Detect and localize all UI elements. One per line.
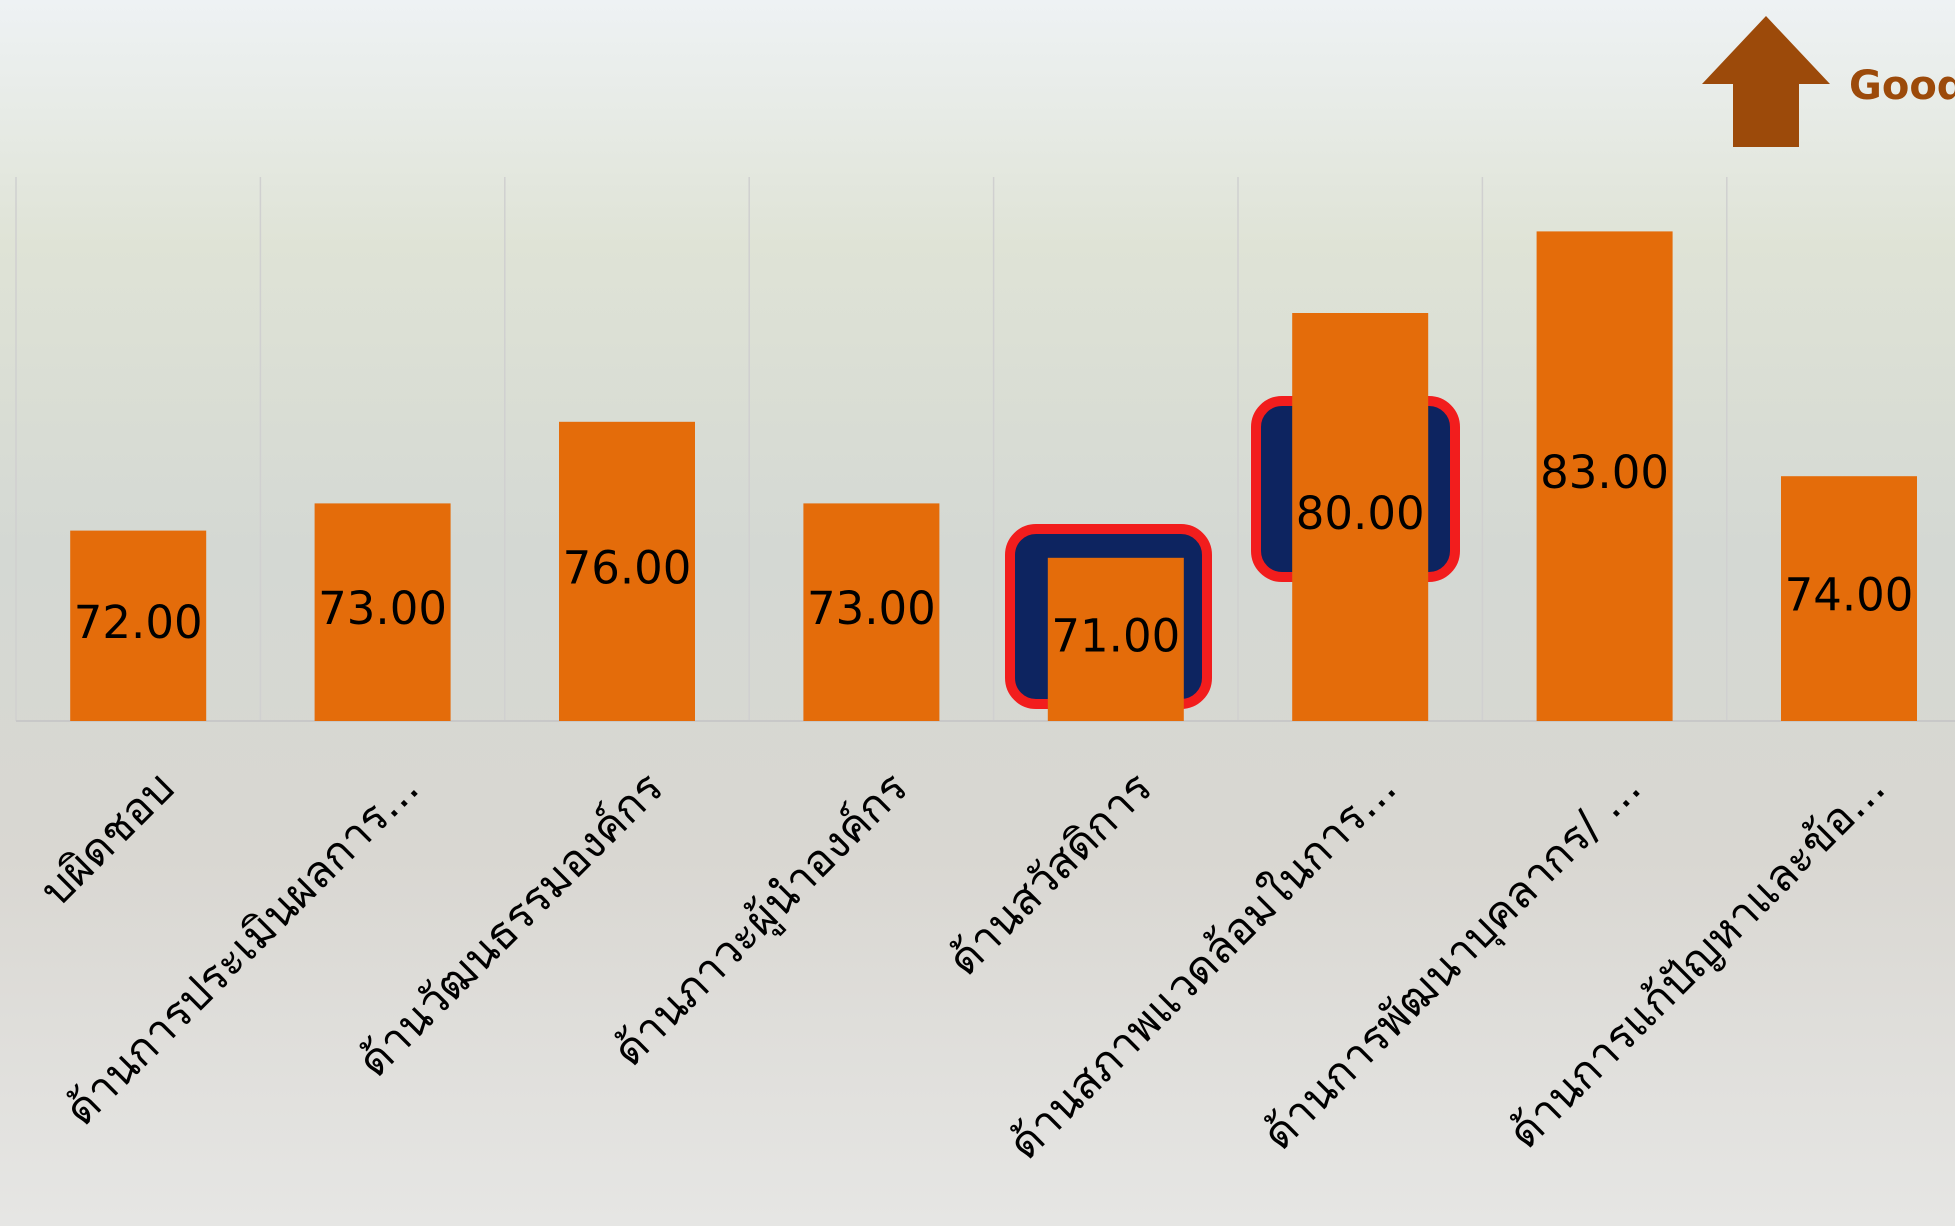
bar bbox=[1536, 231, 1673, 721]
bar bbox=[803, 503, 940, 721]
bars: 72.00 73.00 76.00 73.00 71.00 80.00 83.00 74.00 bbox=[70, 231, 1917, 721]
bar bbox=[1047, 557, 1184, 721]
value-label: 73.00 bbox=[807, 582, 936, 635]
bar bbox=[70, 530, 207, 721]
value-label: 80.00 bbox=[1296, 487, 1425, 540]
annotation: Good bbox=[1849, 63, 1955, 109]
value-label: 71.00 bbox=[1051, 609, 1180, 662]
value-label: 76.00 bbox=[563, 541, 692, 594]
up-arrow bbox=[1702, 16, 1830, 147]
bar bbox=[1292, 313, 1429, 721]
value-label: 83.00 bbox=[1540, 446, 1669, 499]
bar bbox=[314, 503, 451, 721]
bar bbox=[1781, 476, 1917, 721]
value-label: 74.00 bbox=[1785, 569, 1914, 622]
bar bbox=[559, 421, 695, 721]
value-label: 73.00 bbox=[318, 582, 447, 635]
value-label: 72.00 bbox=[74, 596, 203, 649]
